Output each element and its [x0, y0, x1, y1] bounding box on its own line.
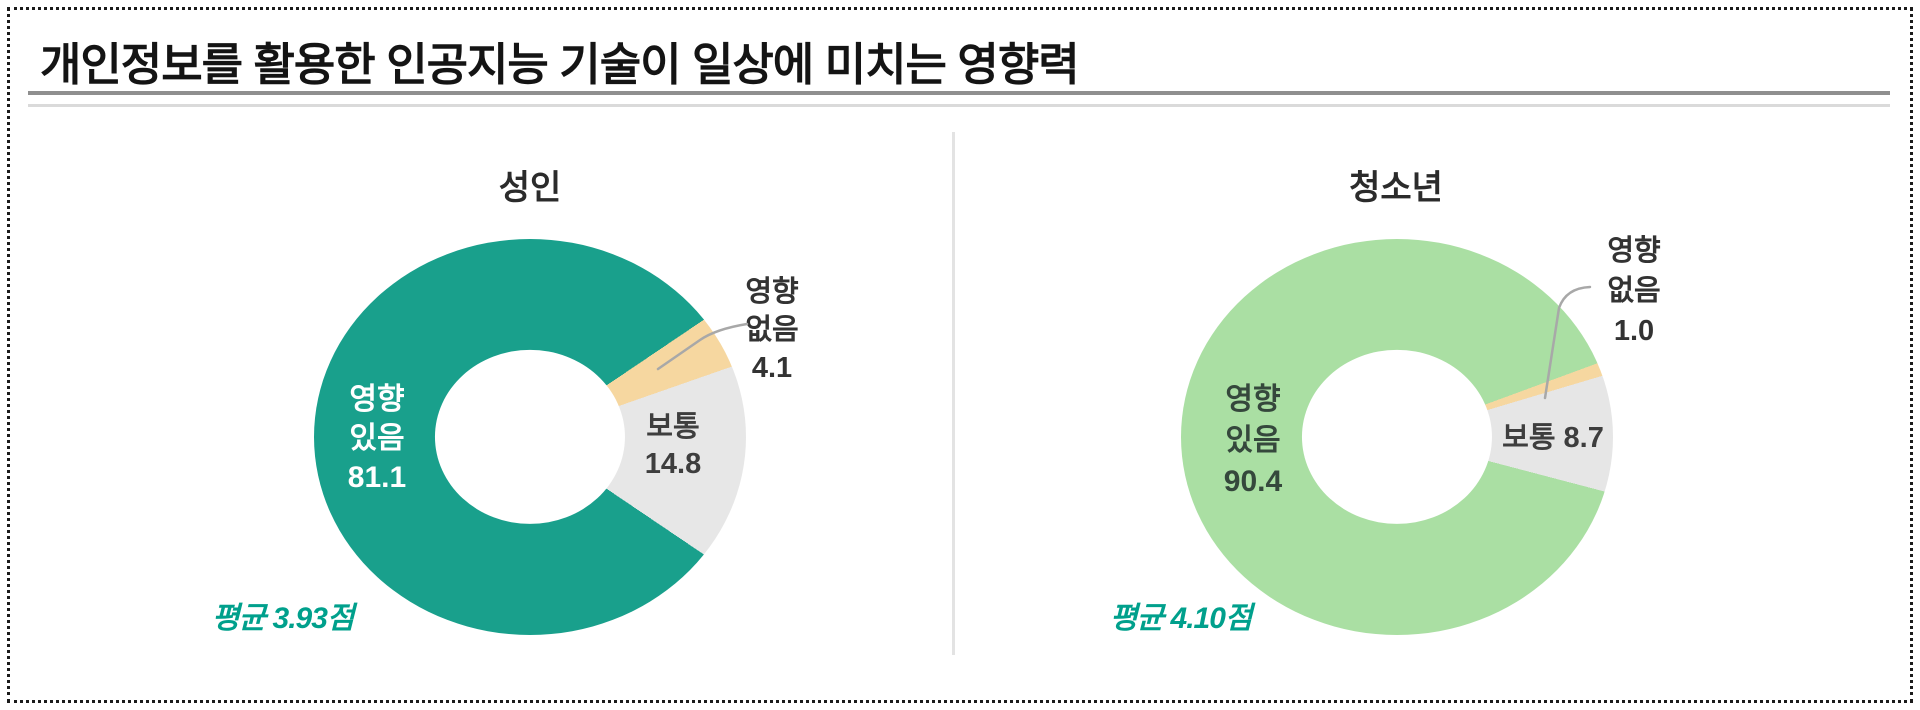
- label-neutral-youth: 보통 8.7: [1502, 421, 1604, 455]
- chart-title-adult: 성인: [498, 169, 562, 207]
- donut-chart-youth: [1181, 239, 1613, 635]
- label-line: 4.1: [751, 352, 793, 384]
- page-title: 개인정보를 활용한 인공지능 기술이 일상에 미치는 영향력: [40, 39, 1080, 90]
- title-underline-dark: [28, 91, 1890, 95]
- label-line: 있음: [349, 422, 405, 455]
- label-influence-yes-adult: 영향 있음 81.1: [348, 380, 406, 497]
- label-influence-no-adult: 영향 없음 4.1: [745, 273, 798, 387]
- label-line: 있음: [1225, 424, 1281, 457]
- donut-hole-youth: [1301, 349, 1493, 525]
- label-line: 14.8: [644, 448, 702, 480]
- chart-title-youth: 청소년: [1349, 169, 1443, 207]
- label-line: 보통: [646, 411, 700, 443]
- label-influence-no-youth: 영향 없음 1.0: [1607, 231, 1660, 351]
- label-line: 81.1: [347, 461, 407, 494]
- label-line: 영향: [1225, 383, 1281, 416]
- label-line: 없음: [1607, 275, 1661, 307]
- donut-hole-adult: [434, 349, 626, 525]
- label-line: 영향: [1607, 235, 1661, 267]
- title-underline-light: [28, 104, 1890, 107]
- label-influence-yes-youth: 영향 있음 90.4: [1224, 379, 1282, 502]
- label-neutral-adult: 보통 14.8: [645, 409, 701, 483]
- label-line: 없음: [745, 314, 799, 346]
- panel-divider: [952, 132, 955, 655]
- label-line: 1.0: [1613, 315, 1655, 347]
- average-score-youth: 평균 4.10점: [1110, 602, 1253, 635]
- label-line: 보통 8.7: [1502, 422, 1604, 454]
- label-line: 영향: [349, 383, 405, 416]
- label-line: 90.4: [1223, 465, 1283, 498]
- average-score-adult: 평균 3.93점: [212, 602, 355, 635]
- donut-chart-adult: [314, 239, 746, 635]
- label-line: 영향: [745, 276, 799, 308]
